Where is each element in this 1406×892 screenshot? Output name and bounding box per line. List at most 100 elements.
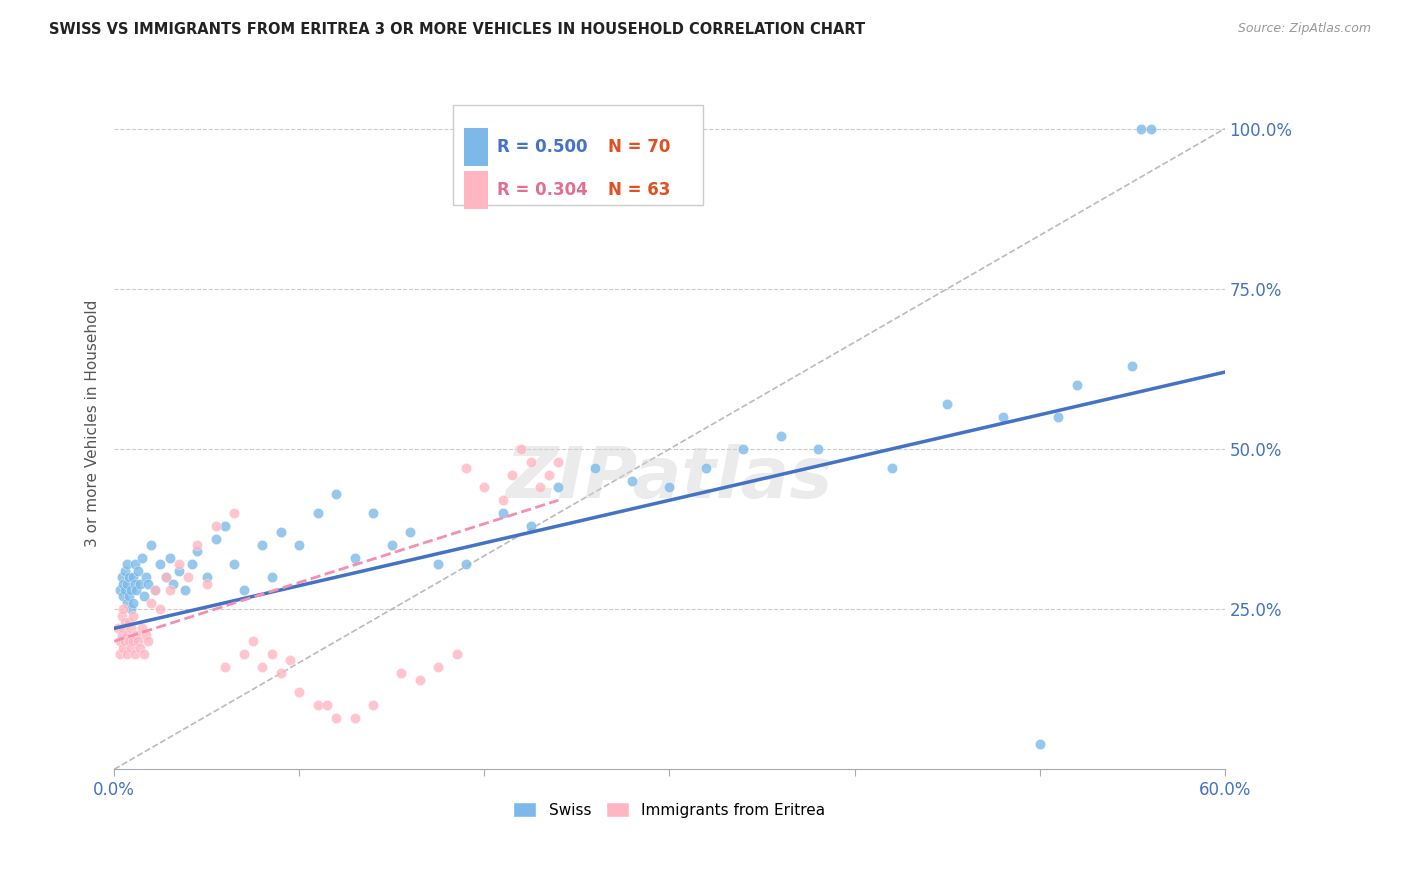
Point (110, 570, 132, 584)
Point (288, 538, 311, 552)
Point (270, 666, 292, 681)
Point (307, 506, 329, 520)
Point (118, 634, 141, 648)
Point (325, 711, 347, 725)
Point (446, 647, 468, 661)
Point (242, 634, 264, 648)
Point (492, 493, 515, 508)
Point (214, 519, 236, 533)
Point (278, 653, 301, 667)
Point (143, 582, 166, 597)
Point (260, 647, 283, 661)
Point (135, 570, 157, 584)
Point (114, 615, 136, 629)
Point (538, 467, 561, 482)
Point (159, 550, 181, 565)
Point (186, 544, 208, 558)
Point (173, 582, 195, 597)
Point (108, 647, 131, 661)
Point (108, 582, 131, 597)
Y-axis label: 3 or more Vehicles in Household: 3 or more Vehicles in Household (86, 300, 100, 547)
Legend: Swiss, Immigrants from Eritrea: Swiss, Immigrants from Eritrea (508, 796, 832, 824)
Point (181, 558, 204, 572)
Point (149, 602, 172, 616)
Point (205, 532, 228, 546)
Point (1121, 359, 1143, 373)
Text: R = 0.304: R = 0.304 (498, 181, 588, 200)
Point (120, 582, 142, 597)
Point (936, 397, 959, 411)
Point (125, 582, 148, 597)
Point (399, 525, 422, 540)
Point (1130, 121, 1153, 136)
Point (129, 640, 152, 655)
Point (381, 538, 404, 552)
Text: Source: ZipAtlas.com: Source: ZipAtlas.com (1237, 22, 1371, 36)
Point (132, 647, 155, 661)
Point (121, 596, 143, 610)
Point (363, 506, 385, 520)
Point (501, 467, 523, 482)
Point (232, 647, 254, 661)
Point (1139, 121, 1161, 136)
Point (343, 550, 366, 565)
Point (115, 576, 138, 591)
Point (547, 455, 569, 469)
FancyBboxPatch shape (453, 105, 703, 205)
Point (120, 640, 142, 655)
Point (427, 558, 450, 572)
Point (529, 480, 551, 494)
Point (118, 570, 141, 584)
Point (733, 442, 755, 456)
Point (519, 455, 541, 469)
Point (177, 570, 200, 584)
Point (224, 506, 246, 520)
Point (131, 621, 153, 635)
Text: N = 70: N = 70 (609, 138, 671, 156)
Point (454, 558, 477, 572)
Point (167, 558, 190, 572)
Point (621, 474, 644, 488)
Point (880, 461, 903, 475)
Point (205, 519, 228, 533)
Point (118, 615, 141, 629)
Text: N = 63: N = 63 (609, 181, 671, 200)
Point (427, 660, 450, 674)
Point (135, 628, 157, 642)
Point (363, 698, 385, 713)
Point (214, 660, 236, 674)
Point (124, 647, 146, 661)
Point (307, 698, 329, 713)
Point (408, 673, 430, 687)
Point (510, 442, 533, 456)
Point (159, 582, 181, 597)
Point (115, 647, 138, 661)
Point (108, 634, 131, 648)
Point (492, 506, 515, 520)
Point (252, 660, 274, 674)
Point (121, 634, 143, 648)
Point (695, 461, 717, 475)
Point (224, 558, 246, 572)
Point (121, 570, 143, 584)
Point (120, 621, 142, 635)
Point (1047, 409, 1070, 424)
Point (141, 538, 163, 552)
Point (454, 461, 477, 475)
Point (129, 576, 152, 591)
Point (124, 558, 146, 572)
Point (112, 640, 135, 655)
Point (270, 525, 292, 540)
Point (167, 564, 190, 578)
Point (155, 570, 177, 584)
Point (658, 480, 681, 494)
Text: SWISS VS IMMIGRANTS FROM ERITREA 3 OR MORE VEHICLES IN HOUSEHOLD CORRELATION CHA: SWISS VS IMMIGRANTS FROM ERITREA 3 OR MO… (49, 22, 865, 37)
Point (127, 564, 149, 578)
Point (232, 582, 254, 597)
Point (316, 698, 339, 713)
Point (136, 634, 159, 648)
Point (769, 429, 792, 443)
Point (547, 480, 569, 494)
Point (136, 576, 159, 591)
Point (155, 570, 177, 584)
